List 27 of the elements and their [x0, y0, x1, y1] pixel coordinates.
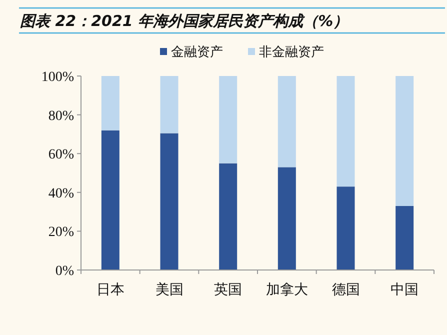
x-tick-label: 中国	[390, 282, 419, 298]
bar	[101, 130, 120, 270]
y-tick-label: 100%	[41, 70, 74, 85]
bar	[336, 186, 355, 270]
y-tick-label: 80%	[48, 108, 74, 124]
y-tick-label: 20%	[48, 225, 74, 240]
y-tick-label: 0%	[55, 264, 74, 279]
x-tick-label: 日本	[96, 282, 124, 298]
bar	[101, 76, 120, 130]
bar	[219, 163, 238, 270]
y-tick-label: 60%	[48, 148, 74, 163]
bar	[219, 76, 238, 164]
bar	[336, 76, 355, 187]
y-tick-label: 40%	[48, 186, 74, 202]
bar	[278, 76, 296, 168]
x-tick-label: 德国	[332, 282, 360, 298]
bar	[396, 206, 414, 270]
legend-label: 金融资产	[171, 44, 223, 59]
bar	[160, 76, 178, 134]
bar	[278, 167, 296, 270]
x-tick-label: 加拿大	[266, 282, 308, 298]
x-tick-label: 美国	[155, 282, 184, 298]
bar	[160, 133, 178, 270]
chart-title: 图表 22：2021 年海外国家居民资产构成（%）	[20, 12, 348, 30]
bar	[396, 76, 414, 206]
legend-label: 非金融资产	[259, 44, 324, 59]
x-tick-label: 英国	[214, 282, 242, 298]
